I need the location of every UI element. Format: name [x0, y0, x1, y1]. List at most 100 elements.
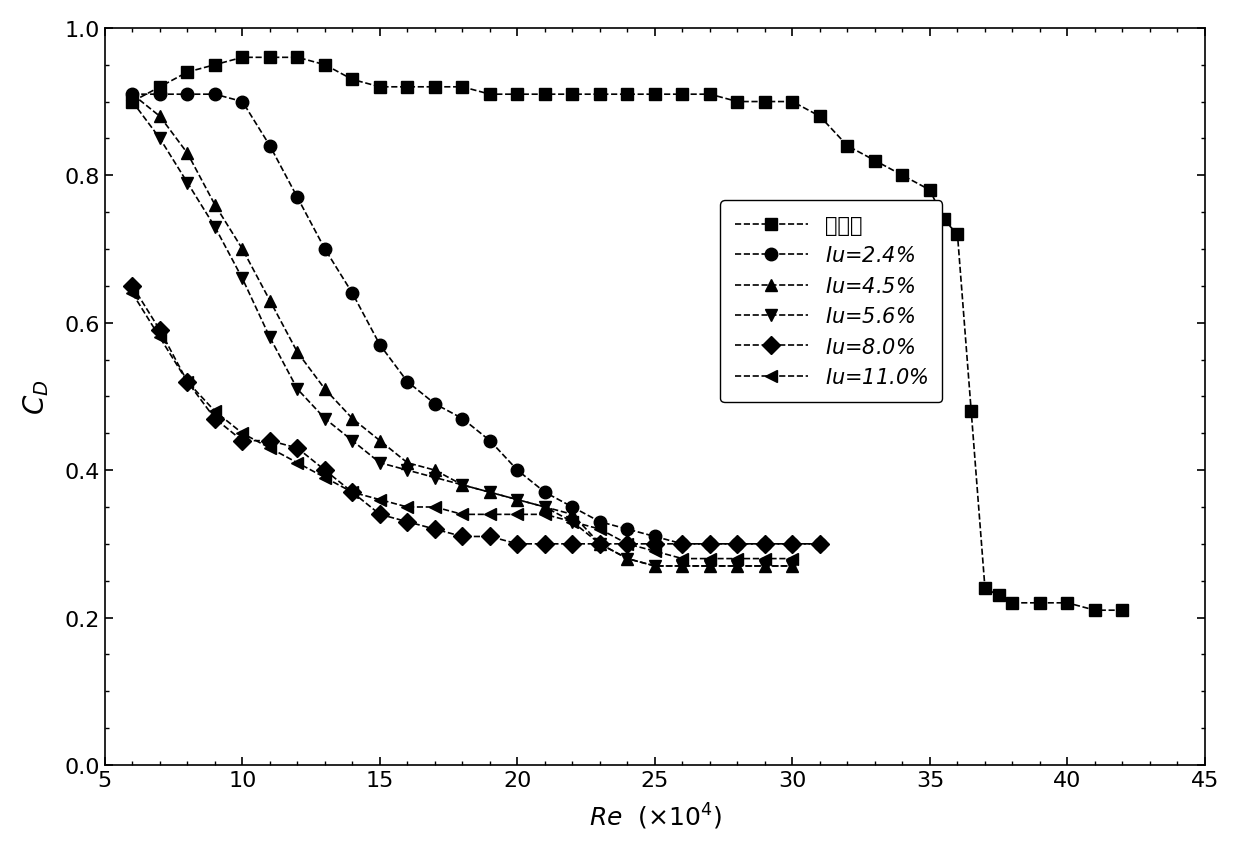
Iu=5.6% [290, 384, 305, 394]
Line: Iu=2.4%: Iu=2.4% [126, 89, 826, 550]
Iu=8.0% [675, 539, 689, 550]
Iu=5.6% [758, 561, 773, 572]
均匀流 [936, 215, 951, 225]
Iu=2.4% [675, 539, 689, 550]
Iu=11.0% [125, 289, 140, 299]
Iu=5.6% [153, 134, 167, 144]
Iu=8.0% [537, 539, 552, 550]
Iu=4.5% [647, 561, 662, 572]
Iu=8.0% [290, 443, 305, 453]
Iu=8.0% [345, 487, 360, 498]
均匀流 [510, 90, 525, 101]
Iu=2.4% [647, 532, 662, 542]
Iu=11.0% [482, 509, 497, 520]
Iu=4.5% [428, 465, 443, 475]
Iu=11.0% [565, 517, 580, 527]
均匀流 [950, 230, 965, 240]
Iu=2.4% [537, 487, 552, 498]
Iu=8.0% [730, 539, 745, 550]
Iu=5.6% [263, 333, 278, 343]
Iu=2.4% [263, 141, 278, 152]
均匀流 [812, 112, 827, 123]
Iu=8.0% [125, 281, 140, 291]
Iu=4.5% [234, 245, 249, 255]
Line: Iu=4.5%: Iu=4.5% [126, 89, 799, 573]
均匀流 [537, 90, 552, 101]
均匀流 [675, 90, 689, 101]
Iu=8.0% [758, 539, 773, 550]
均匀流 [263, 53, 278, 63]
Iu=2.4% [207, 90, 222, 101]
Iu=2.4% [620, 524, 635, 534]
Iu=8.0% [263, 436, 278, 446]
Iu=5.6% [125, 97, 140, 107]
Iu=2.4% [428, 400, 443, 410]
Iu=5.6% [703, 561, 718, 572]
Iu=5.6% [730, 561, 745, 572]
Iu=4.5% [675, 561, 689, 572]
Iu=8.0% [234, 436, 249, 446]
Iu=11.0% [647, 546, 662, 556]
Legend: 均匀流, $Iu$=2.4%, $Iu$=4.5%, $Iu$=5.6%, $Iu$=8.0%, $Iu$=11.0%: 均匀流, $Iu$=2.4%, $Iu$=4.5%, $Iu$=5.6%, $I… [720, 201, 942, 402]
Iu=8.0% [482, 532, 497, 542]
Iu=2.4% [565, 503, 580, 513]
Iu=2.4% [730, 539, 745, 550]
Iu=2.4% [234, 97, 249, 107]
Y-axis label: $C_{D}$: $C_{D}$ [21, 379, 51, 415]
Iu=8.0% [785, 539, 800, 550]
Iu=11.0% [620, 539, 635, 550]
Iu=2.4% [758, 539, 773, 550]
Iu=8.0% [510, 539, 525, 550]
Iu=5.6% [317, 414, 332, 424]
Iu=11.0% [537, 509, 552, 520]
均匀流 [317, 60, 332, 71]
均匀流 [785, 97, 800, 107]
Iu=4.5% [290, 348, 305, 358]
Iu=11.0% [234, 429, 249, 439]
Line: Iu=11.0%: Iu=11.0% [126, 288, 799, 565]
Iu=8.0% [593, 539, 608, 550]
Iu=5.6% [428, 473, 443, 483]
Iu=4.5% [510, 495, 525, 505]
均匀流 [758, 97, 773, 107]
Iu=4.5% [593, 539, 608, 550]
均匀流 [895, 171, 910, 181]
Iu=4.5% [153, 112, 167, 123]
均匀流 [593, 90, 608, 101]
Iu=11.0% [290, 458, 305, 469]
Iu=8.0% [153, 325, 167, 336]
均匀流 [730, 97, 745, 107]
Iu=11.0% [153, 333, 167, 343]
Iu=5.6% [234, 274, 249, 285]
均匀流 [868, 156, 883, 166]
Iu=5.6% [537, 503, 552, 513]
Line: 均匀流: 均匀流 [126, 52, 1128, 617]
Iu=2.4% [812, 539, 827, 550]
均匀流 [703, 90, 718, 101]
Iu=4.5% [345, 414, 360, 424]
均匀流 [1060, 598, 1075, 608]
均匀流 [647, 90, 662, 101]
均匀流 [1033, 598, 1048, 608]
Line: Iu=8.0%: Iu=8.0% [126, 280, 826, 550]
Iu=4.5% [207, 200, 222, 210]
Iu=8.0% [455, 532, 470, 542]
Iu=8.0% [647, 539, 662, 550]
Iu=8.0% [428, 524, 443, 534]
均匀流 [401, 83, 415, 93]
Iu=4.5% [401, 458, 415, 469]
Iu=8.0% [620, 539, 635, 550]
Iu=8.0% [565, 539, 580, 550]
Iu=4.5% [703, 561, 718, 572]
Iu=4.5% [125, 90, 140, 101]
Iu=2.4% [345, 289, 360, 299]
Iu=2.4% [785, 539, 800, 550]
均匀流 [963, 406, 978, 417]
Iu=4.5% [180, 149, 195, 159]
Iu=11.0% [730, 554, 745, 564]
均匀流 [345, 75, 360, 85]
Iu=2.4% [317, 245, 332, 255]
Iu=11.0% [207, 406, 222, 417]
Iu=5.6% [207, 222, 222, 233]
均匀流 [1115, 606, 1130, 616]
